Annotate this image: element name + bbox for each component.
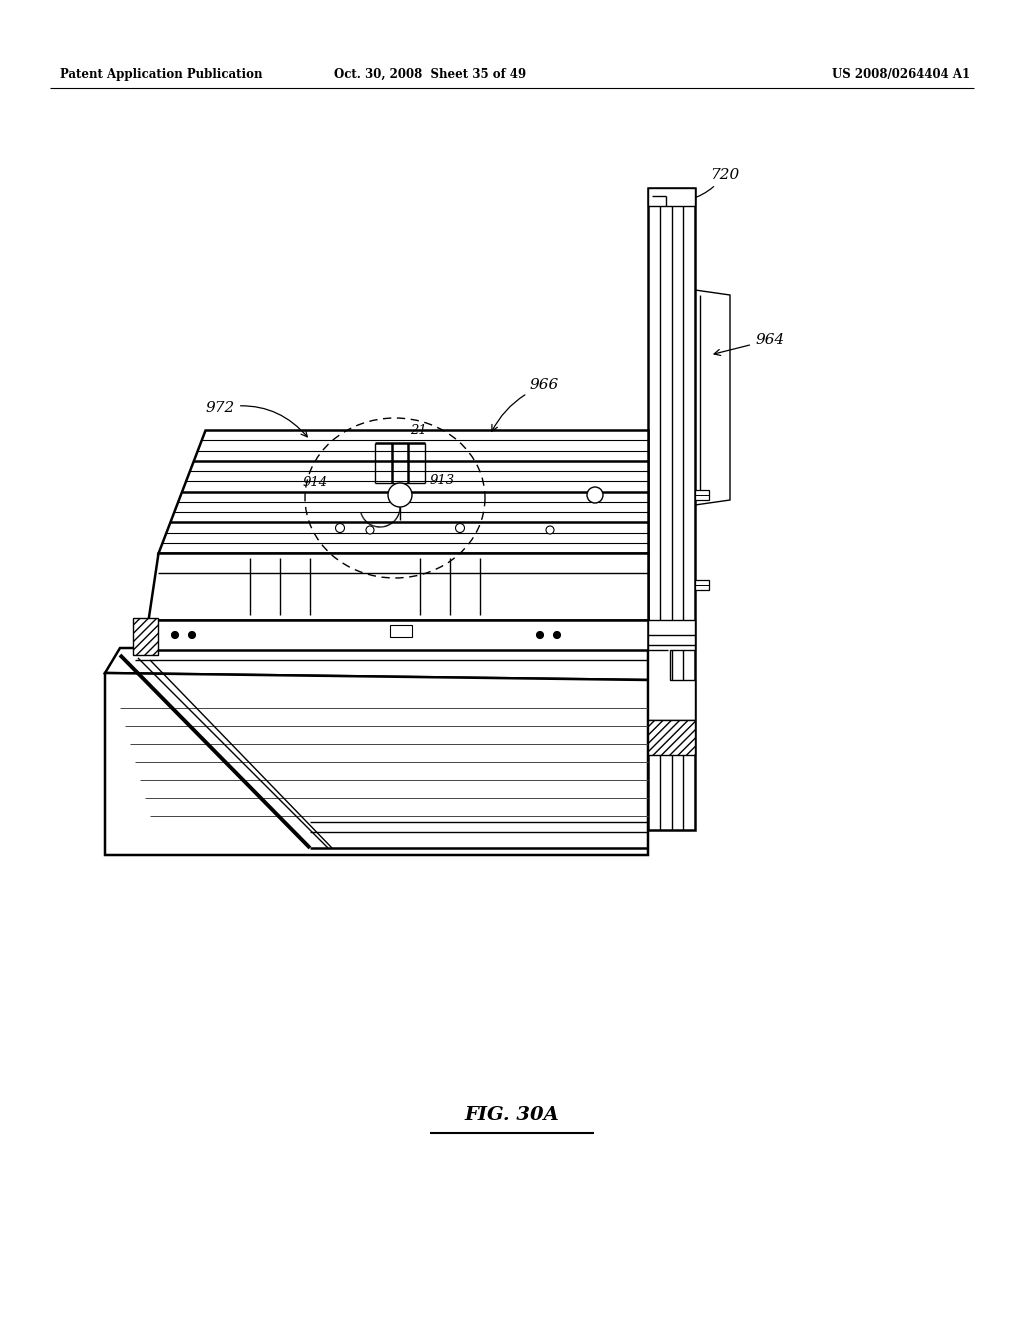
Circle shape	[366, 525, 374, 535]
Polygon shape	[105, 648, 648, 680]
Bar	[390, 624, 412, 638]
Polygon shape	[138, 620, 648, 649]
Circle shape	[388, 483, 412, 507]
Polygon shape	[133, 618, 158, 655]
Polygon shape	[648, 187, 695, 830]
Polygon shape	[648, 187, 695, 206]
Text: Oct. 30, 2008  Sheet 35 of 49: Oct. 30, 2008 Sheet 35 of 49	[334, 69, 526, 81]
Circle shape	[336, 524, 344, 532]
Text: Patent Application Publication: Patent Application Publication	[60, 69, 262, 81]
Circle shape	[554, 631, 560, 639]
Polygon shape	[648, 620, 695, 719]
Circle shape	[546, 525, 554, 535]
Text: 720: 720	[665, 168, 739, 205]
Circle shape	[456, 524, 465, 532]
Text: 966: 966	[492, 378, 559, 432]
Bar	[695, 579, 709, 590]
Text: 964: 964	[714, 333, 784, 355]
Text: 913: 913	[430, 474, 455, 487]
Polygon shape	[158, 430, 648, 553]
Polygon shape	[648, 719, 695, 755]
Circle shape	[537, 631, 544, 639]
Text: FIG. 30A: FIG. 30A	[465, 1106, 559, 1125]
Text: 914: 914	[303, 477, 328, 490]
Circle shape	[587, 487, 603, 503]
Bar	[695, 490, 709, 500]
Polygon shape	[695, 290, 730, 506]
Text: 21: 21	[410, 424, 427, 437]
Polygon shape	[148, 553, 648, 620]
Circle shape	[188, 631, 196, 639]
Text: US 2008/0264404 A1: US 2008/0264404 A1	[831, 69, 970, 81]
Text: 972: 972	[206, 401, 307, 437]
Polygon shape	[105, 673, 648, 855]
Circle shape	[171, 631, 178, 639]
